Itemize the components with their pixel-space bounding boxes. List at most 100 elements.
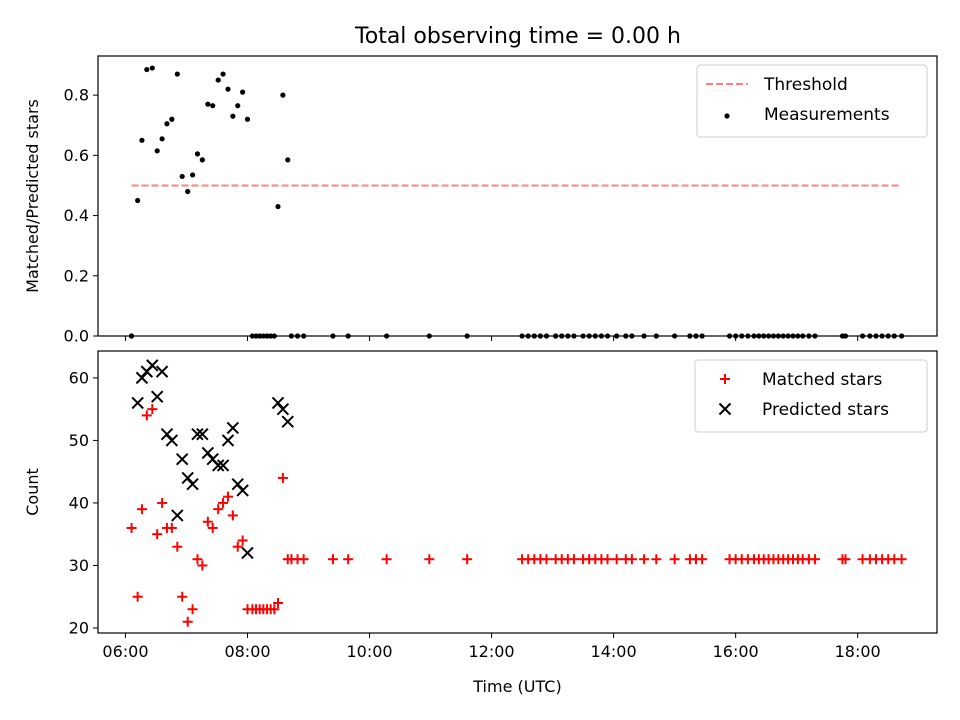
- data-point: [276, 402, 290, 416]
- x-tick-label: 18:00: [835, 642, 881, 661]
- data-point: [216, 459, 230, 472]
- data-point: [174, 71, 180, 77]
- x-tick-label: 16:00: [713, 642, 759, 661]
- data-point-b: [231, 477, 244, 491]
- data-point: [179, 173, 185, 180]
- y-tick-label: 50: [69, 431, 89, 450]
- legend-label: Predicted stars: [762, 400, 889, 420]
- data-point-b: [276, 402, 290, 416]
- data-point: [135, 197, 141, 204]
- x-tick-label: 14:00: [591, 642, 637, 661]
- data-point: [182, 616, 193, 627]
- data-point: [424, 554, 435, 565]
- data-point: [211, 459, 225, 472]
- data-point: [697, 554, 708, 565]
- y-tick-label: 0.2: [64, 266, 89, 285]
- data-point: [144, 66, 150, 73]
- data-point-b: [281, 415, 294, 428]
- data-point: [611, 554, 622, 565]
- y-tick-label: 0.4: [64, 206, 89, 225]
- data-point: [165, 434, 179, 447]
- data-point-b: [160, 427, 174, 441]
- data-point: [172, 541, 183, 552]
- data-point: [207, 522, 218, 533]
- data-point: [185, 188, 191, 195]
- data-point: [241, 546, 254, 560]
- y-tick-label: 30: [69, 556, 89, 575]
- data-point: [237, 535, 248, 546]
- data-point: [202, 516, 213, 527]
- data-point: [840, 554, 851, 565]
- x-tick-label: 06:00: [102, 642, 148, 661]
- data-point-b: [191, 427, 204, 441]
- data-point: [192, 554, 203, 565]
- data-point: [896, 554, 907, 565]
- data-point: [639, 554, 650, 565]
- data-point: [277, 472, 288, 483]
- y-axis-label: Matched/Predicted stars: [23, 99, 42, 293]
- data-point: [215, 77, 221, 83]
- data-point-b: [150, 390, 164, 403]
- data-point: [177, 591, 188, 602]
- data-point: [541, 554, 552, 565]
- data-point-b: [196, 427, 209, 441]
- data-point: [218, 497, 229, 508]
- data-point-b: [271, 396, 285, 410]
- data-point-b: [211, 459, 225, 472]
- data-point: [462, 554, 473, 565]
- data-point: [227, 510, 238, 521]
- legend-box: [694, 359, 928, 433]
- data-point: [327, 554, 338, 565]
- data-point: [136, 504, 147, 515]
- data-point: [269, 604, 280, 615]
- data-point-b: [171, 509, 184, 522]
- data-point-b: [175, 452, 189, 466]
- y-tick-label: 60: [69, 368, 89, 387]
- data-point: [280, 92, 286, 98]
- data-point: [197, 560, 208, 571]
- data-point: [149, 65, 155, 71]
- series-predicted-stars: [131, 359, 294, 560]
- x-tick-label: 12:00: [469, 642, 515, 661]
- data-point: [146, 359, 159, 372]
- data-point: [147, 404, 158, 415]
- data-point: [157, 497, 168, 508]
- data-point: [187, 604, 198, 615]
- legend-label: Measurements: [764, 105, 890, 125]
- data-point: [186, 477, 199, 491]
- data-point-b: [206, 452, 219, 466]
- y-tick-label: 40: [69, 493, 89, 512]
- y-tick-label: 0.0: [64, 327, 89, 346]
- data-point: [166, 522, 177, 533]
- legend-box: [696, 64, 928, 138]
- data-point: [222, 491, 233, 502]
- data-point: [191, 427, 204, 441]
- data-point: [213, 504, 224, 515]
- axes-frame: [97, 55, 938, 337]
- data-point: [196, 427, 209, 441]
- data-point: [159, 136, 165, 142]
- data-point-b: [165, 434, 179, 447]
- legend: Matched stars Predicted stars: [694, 359, 928, 433]
- legend-x-b: [718, 402, 732, 416]
- data-point: [225, 86, 231, 92]
- y-tick-label: 20: [69, 618, 89, 637]
- legend-label: Matched stars: [762, 370, 882, 390]
- data-point: [381, 554, 392, 565]
- data-point: [154, 148, 160, 154]
- data-point-b: [201, 446, 215, 460]
- chart-title: Total observing time = 0.00 h: [354, 24, 681, 49]
- data-point: [220, 71, 226, 77]
- data-point: [150, 390, 164, 403]
- data-point: [126, 522, 137, 533]
- series-matched-stars: [126, 404, 907, 627]
- x-tick-label: 08:00: [224, 642, 270, 661]
- data-point: [139, 137, 145, 143]
- data-point: [568, 554, 579, 565]
- data-point: [281, 415, 294, 428]
- axes-frame: [97, 350, 938, 634]
- legend-label: Threshold: [763, 75, 848, 95]
- y-tick-label: 0.8: [64, 86, 89, 105]
- data-point: [275, 203, 281, 210]
- data-point: [343, 554, 354, 565]
